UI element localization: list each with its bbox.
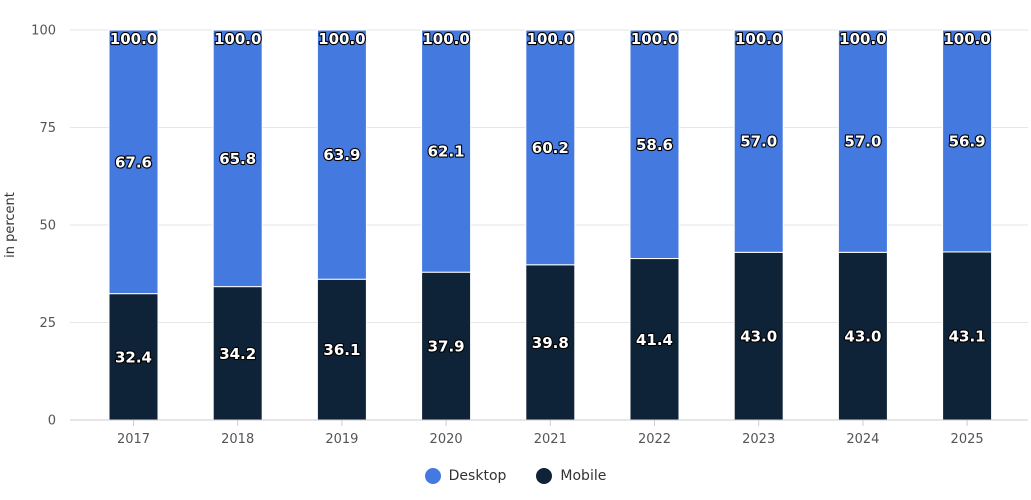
x-tick-label-2017: 2017: [117, 432, 150, 447]
x-tick-label-2019: 2019: [325, 432, 358, 447]
bar-desktop-2023: [733, 29, 784, 253]
legend: Desktop Mobile: [0, 468, 1031, 484]
data-label-desktop-2019: 63.9: [323, 146, 360, 164]
data-label-mobile-2022: 41.4: [636, 331, 673, 349]
x-tick-label-2021: 2021: [534, 432, 567, 447]
data-label-desktop-2024: 57.0: [844, 133, 881, 151]
legend-label-desktop: Desktop: [448, 468, 507, 484]
bar-mobile-2017: [108, 293, 159, 421]
data-labels: 32.4 67.6 100.0 34.2 65.8 100.0 36.1 63.9 100.0 3…: [109, 29, 992, 368]
total-label-2018: 100.0: [214, 30, 261, 48]
y-tick-label-25: 25: [39, 316, 56, 331]
legend-swatch-mobile: [536, 468, 553, 484]
x-tick-label-2020: 2020: [430, 432, 463, 447]
total-label-2020: 100.0: [422, 30, 469, 48]
data-label-desktop-2022: 58.6: [636, 136, 673, 154]
data-label-desktop-2018: 65.8: [219, 150, 256, 168]
total-label-2019: 100.0: [318, 30, 365, 48]
y-tick-label-50: 50: [39, 219, 56, 234]
bar-desktop-2025: [942, 29, 993, 253]
total-label-2023: 100.0: [735, 30, 782, 48]
data-label-mobile-2020: 37.9: [428, 338, 465, 356]
bar-desktop-2019: [316, 29, 367, 280]
legend-item-desktop[interactable]: Desktop: [424, 468, 507, 484]
data-label-mobile-2021: 39.8: [532, 334, 569, 352]
x-tick-label-2024: 2024: [846, 432, 879, 447]
y-tick-label-75: 75: [39, 121, 56, 136]
x-axis: 2017 2018 2019 2020 2021 2022 2023 2024 2025: [70, 419, 1028, 447]
total-label-2025: 100.0: [943, 30, 990, 48]
total-label-2021: 100.0: [527, 30, 574, 48]
total-label-2022: 100.0: [631, 30, 678, 48]
data-label-mobile-2023: 43.0: [740, 328, 777, 346]
legend-label-mobile: Mobile: [560, 468, 607, 484]
bar-mobile-2024: [837, 251, 888, 421]
bar-mobile-2025: [942, 251, 993, 421]
x-tick-label-2022: 2022: [638, 432, 671, 447]
bar-desktop-2024: [837, 29, 888, 253]
data-label-mobile-2018: 34.2: [219, 345, 256, 363]
data-label-desktop-2023: 57.0: [740, 133, 777, 151]
bar-mobile-2022: [629, 258, 680, 421]
y-tick-label-100: 100: [31, 24, 56, 39]
x-tick-label-2025: 2025: [951, 432, 984, 447]
legend-swatch-desktop: [424, 468, 441, 484]
total-label-2024: 100.0: [839, 30, 886, 48]
y-axis: 0 25 50 75 100: [31, 24, 56, 429]
total-label-2017: 100.0: [110, 30, 157, 48]
x-tick-label-2018: 2018: [221, 432, 254, 447]
bar-desktop-2017: [108, 29, 159, 295]
data-label-desktop-2020: 62.1: [428, 143, 465, 161]
bar-mobile-2021: [525, 264, 576, 421]
bar-desktop-2021: [525, 29, 576, 266]
bar-desktop-2020: [421, 29, 472, 273]
y-tick-label-0: 0: [48, 414, 56, 429]
data-label-desktop-2025: 56.9: [949, 132, 986, 150]
bar-mobile-2018: [212, 286, 263, 421]
x-tick-label-2023: 2023: [742, 432, 775, 447]
data-label-mobile-2024: 43.0: [844, 328, 881, 346]
data-label-mobile-2025: 43.1: [949, 327, 986, 345]
legend-item-mobile[interactable]: Mobile: [536, 468, 606, 484]
data-label-desktop-2017: 67.6: [115, 153, 152, 171]
data-label-mobile-2019: 36.1: [323, 341, 360, 359]
y-axis-label: in percent: [3, 192, 18, 258]
bar-desktop-2018: [212, 29, 263, 288]
bar-mobile-2020: [421, 271, 472, 421]
data-label-mobile-2017: 32.4: [115, 348, 152, 366]
bar-mobile-2019: [316, 278, 367, 421]
data-label-desktop-2021: 60.2: [532, 139, 569, 157]
bar-desktop-2022: [629, 29, 680, 260]
bars: [108, 29, 993, 421]
